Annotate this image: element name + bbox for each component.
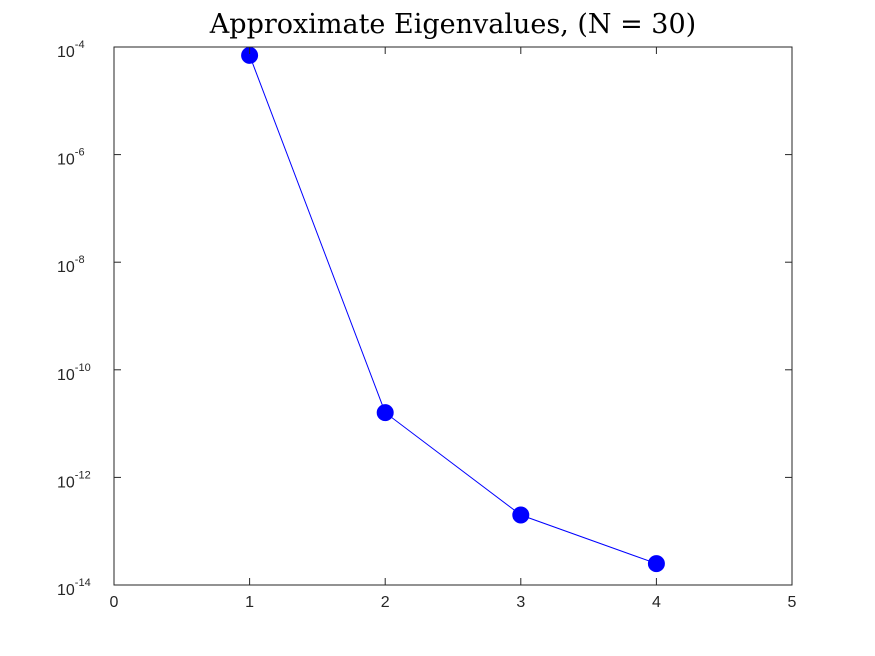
series-line: [249, 55, 657, 565]
y-tick-label: 10-8: [57, 254, 85, 276]
y-tick-base: 10: [57, 44, 75, 61]
data-point: [376, 404, 394, 422]
x-tick-label: 2: [381, 594, 390, 611]
chart-title: Approximate Eigenvalues, (N = 30): [209, 9, 696, 40]
y-tick-base: 10: [57, 152, 75, 169]
x-tick-label: 0: [110, 594, 119, 611]
y-tick-exponent: -12: [75, 469, 91, 481]
y-tick-base: 10: [57, 582, 75, 599]
y-tick-label: 10-14: [57, 577, 91, 599]
y-tick-label: 10-6: [57, 147, 85, 169]
y-tick-exponent: -4: [75, 39, 85, 51]
y-tick-exponent: -8: [75, 254, 85, 266]
x-tick-label: 1: [245, 594, 254, 611]
data-point: [647, 555, 665, 573]
data-point: [512, 506, 530, 524]
y-tick-exponent: -6: [75, 147, 85, 159]
y-tick-base: 10: [57, 259, 75, 276]
plot-area: [114, 47, 792, 585]
y-tick-exponent: -14: [75, 577, 91, 589]
series-layer: [241, 46, 665, 573]
y-tick-label: 10-12: [57, 469, 91, 491]
y-tick-label: 10-10: [57, 362, 91, 384]
y-tick-base: 10: [57, 367, 75, 384]
y-tick-exponent: -10: [75, 362, 91, 374]
x-tick-label: 4: [652, 594, 661, 611]
x-tick-label: 3: [516, 594, 525, 611]
axes-box: [113, 46, 793, 586]
y-tick-base: 10: [57, 474, 75, 491]
x-tick-label: 5: [788, 594, 797, 611]
axes-layer: [113, 46, 793, 586]
y-tick-label: 10-4: [57, 39, 85, 61]
